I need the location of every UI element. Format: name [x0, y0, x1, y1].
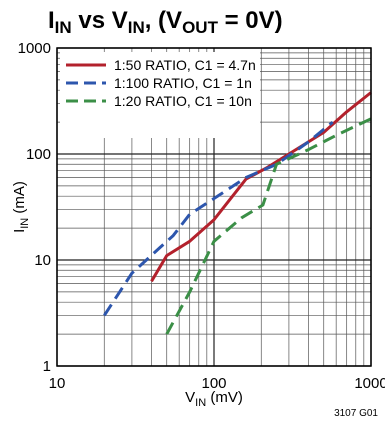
x-tick-label: 10: [49, 375, 66, 392]
y-tick-label: 100: [26, 146, 51, 163]
series-layer: [103, 91, 372, 335]
title-vs-sub: IN: [128, 18, 145, 37]
title-rest-sub: OUT: [182, 18, 219, 37]
legend: 1:50 RATIO, C1 = 4.7n 1:100 RATIO, C1 = 1…: [60, 52, 260, 138]
ylabel-unit: (mA): [11, 181, 28, 218]
x-tick-label: 1000: [354, 375, 385, 392]
legend-label-2: 1:100 RATIO, C1 = 1n: [114, 75, 252, 91]
title-main: I: [48, 7, 55, 34]
y-axis-label: IIN (mA): [11, 181, 31, 233]
y-tick-labels: 1 10 100 1000: [18, 40, 51, 375]
legend-label-3: 1:20 RATIO, C1 = 10n: [114, 93, 252, 109]
title-main-sub: IN: [55, 18, 72, 37]
x-axis-label: VIN (mV): [185, 389, 243, 409]
chart-title: IIN vs VIN, (VOUT = 0V): [48, 7, 283, 37]
title-rest: , (V: [145, 7, 182, 34]
series-line-3: [165, 117, 372, 335]
y-tick-label: 1: [43, 358, 51, 375]
xlabel-sub: IN: [195, 397, 206, 409]
series-line-2: [103, 120, 334, 317]
x-tick-labels: 10 100 1000: [49, 375, 385, 392]
xlabel-main: V: [185, 389, 195, 406]
ylabel-main: I: [11, 229, 28, 233]
title-vs: vs V: [72, 7, 128, 34]
y-tick-label: 1000: [18, 40, 51, 57]
title-end: = 0V): [218, 7, 283, 34]
legend-label-1: 1:50 RATIO, C1 = 4.7n: [114, 57, 256, 73]
figure-code: 3107 G01: [334, 408, 378, 419]
xlabel-unit: (mV): [206, 389, 243, 406]
y-tick-label: 10: [34, 252, 51, 269]
x-tick-label: 100: [201, 375, 226, 392]
plot-frame: [56, 47, 372, 367]
ylabel-sub: IN: [19, 218, 31, 229]
